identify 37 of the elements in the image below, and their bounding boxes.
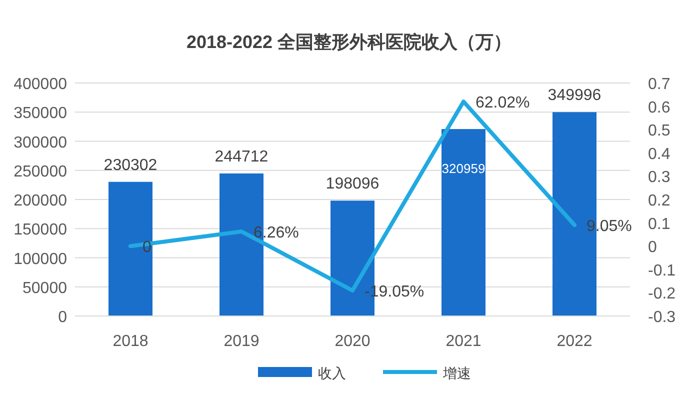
y2-tick-label: -0.1 — [648, 262, 676, 280]
y2-tick-label: 0.3 — [648, 169, 670, 186]
data-label: 230302 — [104, 156, 158, 174]
y2-tick-label: -0.3 — [648, 309, 676, 326]
x-tick-label: 2021 — [446, 333, 482, 350]
x-tick-label: 2019 — [224, 333, 260, 350]
y2-tick-label: 0 — [648, 239, 657, 256]
bar — [442, 129, 486, 316]
y-tick-label: 100000 — [14, 250, 68, 268]
y-tick-label: 0 — [58, 309, 68, 326]
legend-label: 增速 — [442, 365, 471, 381]
y-tick-label: 150000 — [14, 222, 68, 239]
y-tick-label: 250000 — [14, 163, 68, 180]
bar — [108, 182, 152, 316]
y2-tick-label: 0.2 — [648, 192, 670, 210]
data-label: 244712 — [214, 148, 268, 166]
x-tick-label: 2022 — [556, 333, 592, 350]
x-tick-label: 2020 — [334, 333, 370, 350]
chart-title: 2018-2022 全国整形外科医院收入（万） — [186, 32, 512, 52]
y-tick-label: 350000 — [14, 105, 68, 122]
data-label: 320959 — [442, 161, 486, 176]
y2-tick-label: 0.4 — [648, 146, 670, 163]
y2-tick-label: 0.7 — [648, 76, 670, 93]
y2-tick-label: -0.2 — [648, 286, 676, 303]
y-tick-label: 50000 — [22, 280, 68, 297]
y-tick-label: 200000 — [14, 192, 68, 210]
data-label: 0 — [142, 239, 152, 256]
y2-tick-label: 0.6 — [648, 99, 670, 116]
y2-tick-label: 0.5 — [648, 122, 670, 140]
legend-label: 收入 — [318, 365, 346, 381]
data-label: 198096 — [326, 176, 380, 193]
y2-tick-label: 0.1 — [648, 216, 670, 233]
y-tick-label: 400000 — [14, 76, 68, 93]
data-label: 349996 — [548, 87, 602, 104]
y-tick-label: 300000 — [14, 134, 68, 152]
x-tick-label: 2018 — [112, 333, 148, 350]
data-label: 62.02% — [476, 94, 530, 112]
